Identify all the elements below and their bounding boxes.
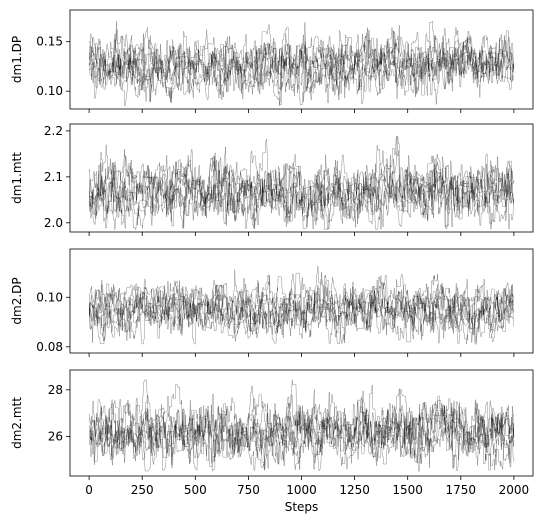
x-tick-label: 750	[237, 483, 260, 497]
x-tick-label: 1750	[446, 483, 477, 497]
walker-trace-7	[89, 379, 514, 471]
walker-trace-4	[89, 384, 515, 471]
walker-trace-7	[89, 21, 515, 106]
walker-trace-1	[89, 27, 514, 96]
y-axis-label: dm2.DP	[10, 277, 24, 324]
walker-trace-6	[88, 274, 514, 344]
panel-frame	[69, 369, 534, 477]
y-axis-label: dm1.DP	[10, 36, 24, 83]
walker-trace-8	[89, 391, 515, 472]
trace-panel-1: 0.10 0.15 dm1.DP	[10, 9, 534, 113]
walker-traces	[88, 266, 515, 345]
y-axis-label: dm1.mtt	[10, 152, 24, 204]
walker-trace-2	[89, 396, 514, 471]
walker-trace-5	[88, 154, 514, 230]
walker-trace-4	[88, 273, 514, 344]
trace-panel-4: 26 28 dm2.mtt 0 250 500 750 1000 1250 1500 1750 200…	[10, 369, 534, 497]
walker-traces	[88, 20, 515, 107]
y-tick-label: 26	[48, 429, 63, 443]
x-tick-label: 250	[131, 483, 154, 497]
walker-trace-8	[88, 269, 515, 334]
walker-trace-3	[89, 20, 514, 106]
walker-trace-4	[89, 154, 514, 229]
walker-trace-7	[89, 279, 514, 345]
trace-panel-3: 0.08 0.10 dm2.DP	[10, 248, 534, 357]
x-tick-label: 500	[184, 483, 207, 497]
x-tick-label: 1000	[286, 483, 317, 497]
walker-trace-3	[88, 135, 514, 231]
y-tick-label: 0.08	[36, 340, 63, 354]
walker-trace-7	[89, 136, 514, 230]
walker-trace-1	[89, 401, 515, 466]
x-tick-label: 1250	[339, 483, 370, 497]
y-tick-label: 2.0	[44, 216, 63, 230]
x-tick-label: 1500	[392, 483, 423, 497]
walker-trace-5	[89, 394, 515, 471]
y-tick-label: 0.10	[36, 290, 63, 304]
y-tick-label: 2.1	[44, 170, 63, 184]
walker-trace-5	[88, 266, 514, 345]
y-tick-label: 2.2	[44, 124, 63, 138]
walker-trace-5	[88, 27, 515, 105]
y-tick-label: 0.15	[36, 35, 63, 49]
walker-trace-6	[89, 385, 515, 472]
x-tick-label: 2000	[499, 483, 530, 497]
trace-panel-2: 2.0 2.1 2.2 dm1.mtt	[10, 123, 534, 236]
walker-trace-1	[89, 275, 514, 344]
walker-trace-4	[89, 22, 515, 107]
walker-trace-2	[88, 27, 515, 100]
y-tick-label: 28	[48, 383, 63, 397]
walker-trace-2	[88, 282, 515, 345]
walker-trace-2	[88, 159, 515, 229]
walker-trace-3	[89, 379, 515, 472]
x-axis-label: Steps	[285, 500, 319, 514]
walker-trace-8	[89, 34, 515, 100]
walker-trace-8	[89, 139, 514, 229]
walker-trace-6	[88, 31, 515, 104]
y-tick-label: 0.10	[36, 84, 63, 98]
walker-trace-6	[89, 150, 515, 230]
walker-traces	[89, 379, 515, 472]
y-axis-label: dm2.mtt	[10, 397, 24, 449]
walker-traces	[88, 135, 515, 231]
x-tick-label: 0	[85, 483, 93, 497]
walker-trace-1	[88, 144, 515, 230]
walker-trace-3	[89, 279, 514, 345]
